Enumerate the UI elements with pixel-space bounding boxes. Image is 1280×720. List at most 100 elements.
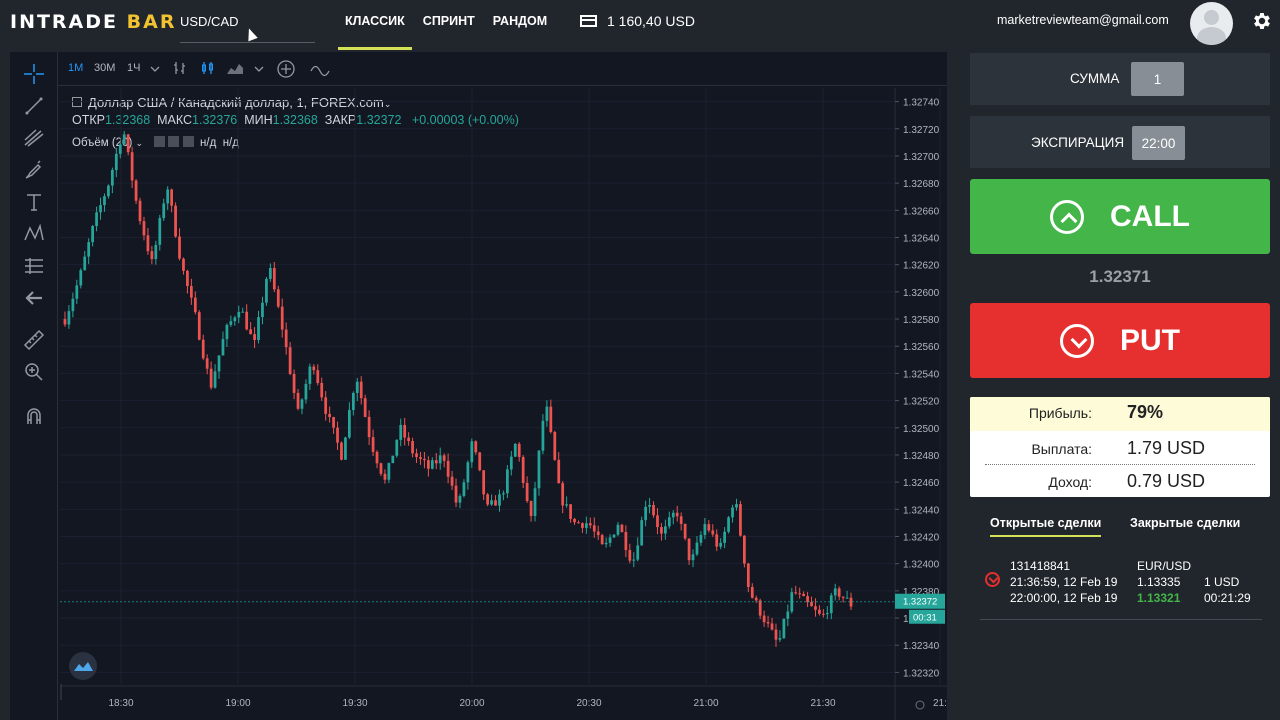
candle-body xyxy=(794,592,798,594)
candle-body xyxy=(261,302,264,318)
tab-random[interactable]: РАНДОМ xyxy=(492,14,548,28)
pair-selector[interactable]: USD/CAD xyxy=(180,14,239,29)
crosshair-icon[interactable] xyxy=(22,62,46,86)
candle-body xyxy=(498,494,501,506)
amount-input[interactable]: 1 xyxy=(1131,62,1184,96)
candle-body xyxy=(731,507,734,518)
expiration-input[interactable]: 22:00 xyxy=(1132,126,1185,160)
bars-style-icon[interactable] xyxy=(172,60,188,76)
candle-body xyxy=(387,463,391,480)
candle-body xyxy=(735,504,738,508)
price-chart[interactable]: 1.32740 1.32720 1.32700 1.32680 1.32660 1.326… xyxy=(60,88,947,720)
candle-body xyxy=(818,609,821,614)
gear-icon[interactable] xyxy=(1251,10,1273,32)
candle-body xyxy=(438,455,442,464)
call-button[interactable]: CALL xyxy=(970,179,1270,254)
candle-body xyxy=(190,286,193,298)
put-button[interactable]: PUT xyxy=(970,303,1270,378)
candle-body xyxy=(454,485,458,503)
candle-body xyxy=(600,535,604,545)
candle-body xyxy=(142,221,146,236)
candles-style-icon[interactable] xyxy=(200,60,216,76)
candle-body xyxy=(91,226,94,243)
candle-body xyxy=(660,527,663,534)
hide-icon[interactable] xyxy=(168,136,180,147)
candle-body xyxy=(430,460,434,469)
candle-body xyxy=(746,563,750,587)
y-tick-label: 1.32500 xyxy=(903,424,940,435)
tab-closed-deals[interactable]: Закрытые сделки xyxy=(1130,516,1241,530)
avatar[interactable] xyxy=(1190,2,1233,45)
back-arrow-icon[interactable] xyxy=(22,286,46,310)
user-email[interactable]: marketreviewteam@gmail.com xyxy=(997,13,1169,27)
list-item[interactable]: 131418841 21:36:59, 12 Feb 19 22:00:00, … xyxy=(982,556,1262,620)
y-tick-label: 1.32480 xyxy=(903,451,940,462)
interval-1m[interactable]: 1М xyxy=(68,62,84,74)
logo[interactable]: INTRADE BAR xyxy=(10,11,176,33)
close-icon[interactable] xyxy=(182,136,194,147)
high-value: 1.32376 xyxy=(192,113,238,127)
expiration-label: ЭКСПИРАЦИЯ xyxy=(1031,135,1125,150)
y-tick-label: 1.32340 xyxy=(903,641,940,652)
candle-body xyxy=(490,500,493,505)
candle-body xyxy=(83,256,87,271)
chevron-down-icon[interactable]: ⌄ xyxy=(135,138,144,148)
deal-open-price: 1.13335 xyxy=(1137,575,1181,589)
candle-body xyxy=(829,595,833,614)
y-tick-label: 1.32740 xyxy=(903,98,940,109)
indicators-icon[interactable] xyxy=(310,61,330,77)
candle-body xyxy=(118,144,122,154)
add-indicator-icon[interactable] xyxy=(276,59,296,79)
candle-body xyxy=(446,460,450,477)
candle-body xyxy=(399,424,403,440)
magnet-icon[interactable] xyxy=(22,404,46,428)
settings-icon[interactable] xyxy=(154,136,166,147)
candle-body xyxy=(612,534,616,538)
candle-body xyxy=(229,321,233,325)
prediction-tool-icon[interactable] xyxy=(22,254,46,278)
candle-body xyxy=(241,311,245,313)
candle-body xyxy=(130,152,134,181)
candle-body xyxy=(581,523,584,528)
low-value: 1.32368 xyxy=(272,113,318,127)
interval-30m[interactable]: 30М xyxy=(94,62,116,74)
ruler-icon[interactable] xyxy=(22,328,46,352)
fib-tool-icon[interactable] xyxy=(22,126,46,150)
tab-sprint[interactable]: СПРИНТ xyxy=(422,14,475,28)
tab-open-deals[interactable]: Открытые сделки xyxy=(990,516,1102,537)
chevron-down-icon[interactable] xyxy=(150,64,160,74)
zoom-in-icon[interactable] xyxy=(22,360,46,384)
countdown-label: 00:31 xyxy=(913,613,937,624)
chevron-down-icon[interactable]: ⌄ xyxy=(383,99,392,109)
candle-body xyxy=(419,457,422,459)
balance[interactable]: 1 160,40 USD xyxy=(580,13,695,29)
candle-body xyxy=(395,439,399,456)
pattern-tool-icon[interactable] xyxy=(22,222,46,246)
candle-body xyxy=(557,459,561,484)
candle-body xyxy=(75,285,79,299)
y-tick-label: 1.32460 xyxy=(903,478,940,489)
candle-body xyxy=(328,413,331,418)
chevron-down-icon[interactable] xyxy=(254,64,264,74)
trend-line-icon[interactable] xyxy=(22,94,46,118)
candle-body xyxy=(324,397,328,414)
area-style-icon[interactable] xyxy=(226,60,244,76)
candle-body xyxy=(300,399,304,409)
candle-body xyxy=(695,542,699,555)
candle-body xyxy=(798,593,802,595)
interval-1h[interactable]: 1Ч xyxy=(127,62,141,74)
tab-classic[interactable]: КЛАССИК xyxy=(338,0,412,50)
chart-panel: 1М 30М 1Ч Доллар США / Канадский доллар,… xyxy=(10,52,947,720)
candle-body xyxy=(178,236,181,259)
candle-body xyxy=(754,597,758,601)
candle-body xyxy=(687,538,691,561)
candle-body xyxy=(577,522,580,524)
text-tool-icon[interactable] xyxy=(22,190,46,214)
brush-icon[interactable] xyxy=(22,158,46,182)
candle-body xyxy=(186,270,189,287)
y-tick-label: 1.32680 xyxy=(903,179,940,190)
profit-label: Прибыль: xyxy=(1028,405,1092,421)
candle-body xyxy=(506,469,509,494)
candle-body xyxy=(126,134,130,153)
x-tick-label: 19:30 xyxy=(342,698,367,709)
